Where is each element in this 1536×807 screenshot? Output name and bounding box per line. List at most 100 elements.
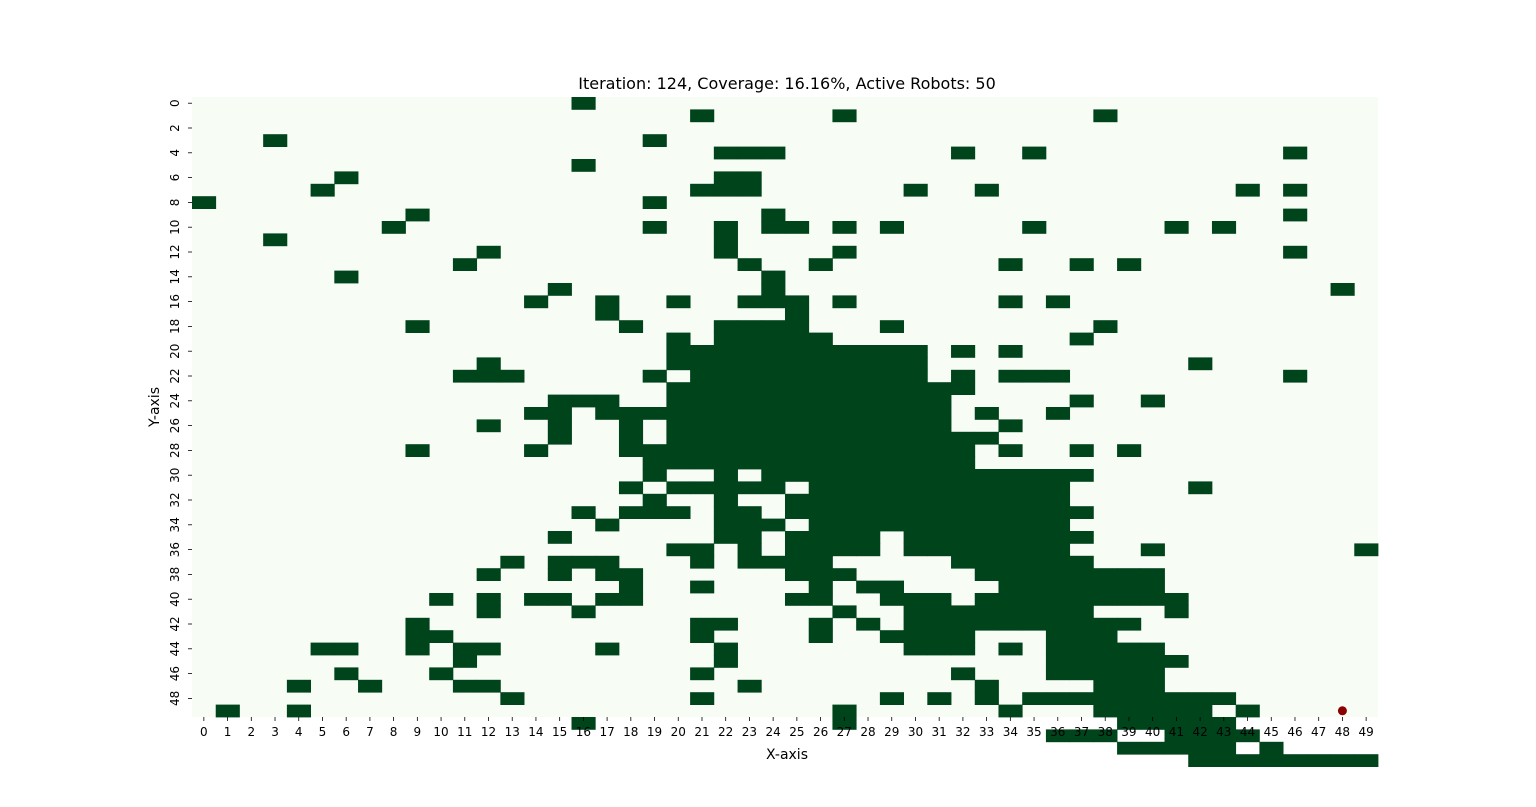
- heatmap-cell: [618, 481, 644, 495]
- heatmap-cell: [1283, 183, 1308, 197]
- heatmap-cell: [618, 580, 644, 594]
- heatmap-cell: [595, 307, 620, 321]
- x-tick-label: 29: [884, 725, 899, 739]
- heatmap-cell: [1211, 754, 1237, 767]
- heatmap-cell: [476, 679, 501, 693]
- heatmap-cell: [1330, 754, 1355, 767]
- x-tick-label: 30: [908, 725, 923, 739]
- y-tick-label: 12: [168, 244, 182, 259]
- heatmap-cell: [903, 630, 928, 643]
- heatmap-cell: [690, 692, 715, 705]
- heatmap-cell: [1069, 332, 1094, 346]
- heatmap-cell: [927, 692, 952, 705]
- x-tick-label: 14: [528, 725, 543, 739]
- heatmap-cell: [476, 593, 501, 606]
- heatmap-cell: [856, 518, 881, 532]
- heatmap-cell: [856, 419, 881, 433]
- heatmap-cell: [1164, 655, 1189, 668]
- heatmap-cell: [1117, 568, 1142, 581]
- x-tick-label: 23: [742, 725, 757, 739]
- heatmap-cell: [1093, 679, 1118, 693]
- heatmap-cell: [903, 357, 928, 371]
- heatmap-cell: [1117, 667, 1142, 681]
- heatmap-cell: [856, 469, 881, 482]
- heatmap-cell: [1022, 692, 1047, 705]
- heatmap-cell: [785, 382, 810, 395]
- heatmap-cell: [405, 320, 430, 333]
- heatmap-cell: [903, 369, 928, 383]
- heatmap-cell: [951, 345, 976, 358]
- heatmap-cell: [1045, 481, 1071, 495]
- heatmap-cell: [785, 543, 810, 557]
- y-tick-label: 42: [168, 616, 182, 631]
- heatmap-cell: [571, 159, 596, 172]
- heatmap-cell: [737, 444, 762, 457]
- heatmap-cell: [690, 357, 715, 371]
- heatmap-cell: [1069, 667, 1094, 681]
- heatmap-cell: [666, 394, 691, 408]
- heatmap-cell: [713, 320, 738, 333]
- heatmap-cell: [761, 481, 786, 495]
- heatmap-cell: [713, 171, 738, 185]
- heatmap-cell: [713, 469, 738, 482]
- heatmap-cell: [737, 407, 762, 420]
- heatmap-cell: [832, 518, 857, 532]
- heatmap-cell: [1093, 109, 1118, 123]
- heatmap-cell: [547, 555, 572, 569]
- heatmap-cell: [785, 345, 810, 358]
- heatmap-cell: [595, 642, 620, 656]
- heatmap-cell: [974, 617, 999, 631]
- x-tick-label: 13: [505, 725, 520, 739]
- heatmap-cell: [927, 382, 952, 395]
- heatmap-cell: [1069, 605, 1094, 619]
- heatmap-cell: [1045, 555, 1071, 569]
- heatmap-cell: [452, 258, 478, 271]
- chart-title: Iteration: 124, Coverage: 16.16%, Active…: [578, 74, 996, 93]
- heatmap-cell: [1069, 555, 1094, 569]
- heatmap-cell: [879, 345, 904, 358]
- heatmap-cell: [1283, 208, 1308, 222]
- heatmap-cell: [1140, 741, 1165, 755]
- y-tick-label: 46: [168, 666, 182, 681]
- heatmap-cell: [690, 580, 715, 594]
- x-tick-label: 12: [481, 725, 496, 739]
- heatmap-cell: [571, 506, 596, 519]
- heatmap-cell: [1045, 692, 1071, 705]
- heatmap-cell: [547, 568, 572, 581]
- heatmap-cell: [785, 506, 810, 519]
- y-tick-label: 18: [168, 319, 182, 334]
- heatmap-cell: [690, 407, 715, 420]
- heatmap-cell: [785, 221, 810, 234]
- heatmap-cell: [618, 431, 644, 445]
- heatmap-cell: [713, 431, 738, 445]
- heatmap-cell: [1069, 531, 1094, 544]
- x-tick-label: 49: [1358, 725, 1373, 739]
- heatmap-cell: [737, 518, 762, 532]
- heatmap-cell: [998, 469, 1023, 482]
- heatmap-cell: [737, 481, 762, 495]
- heatmap-cell: [832, 419, 857, 433]
- x-tick-label: 20: [671, 725, 686, 739]
- heatmap-cell: [1259, 741, 1284, 755]
- heatmap-cell: [808, 531, 833, 544]
- heatmap-cell: [690, 369, 715, 383]
- heatmap-cell: [974, 481, 999, 495]
- heatmap-cell: [1022, 617, 1047, 631]
- heatmap-cell: [808, 506, 833, 519]
- heatmap-cell: [690, 431, 715, 445]
- heatmap-cell: [500, 369, 525, 383]
- heatmap-cell: [1188, 704, 1213, 718]
- heatmap-cell: [761, 419, 786, 433]
- heatmap-cell: [737, 258, 762, 271]
- heatmap-cell: [761, 221, 786, 234]
- x-tick-label: 46: [1287, 725, 1302, 739]
- heatmap-cell: [452, 655, 478, 668]
- heatmap-cell: [737, 183, 762, 197]
- heatmap-cell: [1069, 394, 1094, 408]
- heatmap-cell: [761, 369, 786, 383]
- heatmap-cell: [1235, 754, 1260, 767]
- heatmap-cell: [832, 568, 857, 581]
- y-tick-label: 34: [168, 517, 182, 532]
- heatmap-cell: [903, 493, 928, 507]
- heatmap-cell: [690, 183, 715, 197]
